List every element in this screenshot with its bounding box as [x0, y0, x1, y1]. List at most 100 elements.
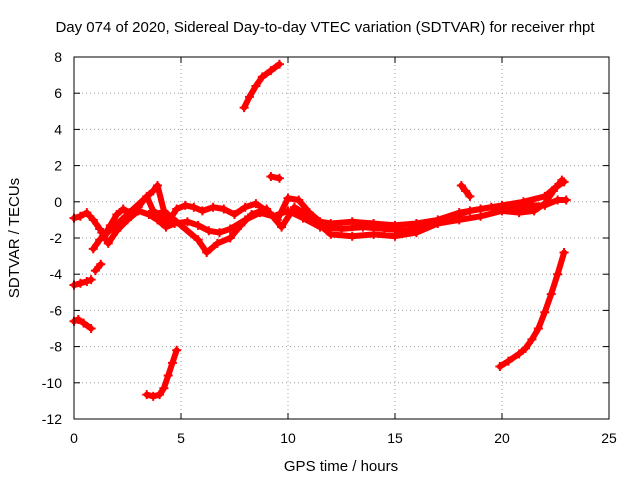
- plus-marker: [193, 235, 203, 245]
- plus-marker: [289, 202, 299, 212]
- plus-marker: [379, 224, 389, 234]
- plus-marker: [86, 275, 96, 285]
- plus-marker: [347, 217, 357, 227]
- plus-marker: [326, 229, 336, 239]
- plus-marker: [274, 59, 284, 69]
- plus-marker: [112, 209, 122, 219]
- trace-main-c-markers: [88, 175, 567, 257]
- plus-marker: [167, 358, 177, 368]
- y-tick-label: 8: [54, 49, 62, 65]
- plus-marker: [82, 208, 92, 218]
- plus-marker: [262, 204, 272, 214]
- plus-marker: [103, 238, 113, 248]
- trace-short-5-markers: [239, 59, 284, 113]
- data-series: [69, 59, 571, 401]
- plus-marker: [197, 206, 207, 216]
- y-tick-label: -2: [50, 230, 63, 246]
- plus-marker: [152, 215, 162, 225]
- plus-marker: [540, 307, 550, 317]
- plus-marker: [529, 206, 539, 216]
- trace-short-2-markers: [69, 314, 96, 333]
- x-tick-label: 25: [601, 430, 617, 446]
- plus-marker: [202, 247, 212, 257]
- plus-marker: [454, 215, 464, 225]
- plus-marker: [540, 199, 550, 209]
- x-tick-label: 10: [280, 430, 296, 446]
- y-tick-label: -4: [50, 266, 63, 282]
- plus-marker: [548, 186, 558, 196]
- plus-marker: [148, 391, 158, 401]
- trace-short-8-markers: [495, 247, 569, 372]
- y-tick-label: 6: [54, 85, 62, 101]
- plus-marker: [266, 171, 276, 181]
- plus-marker: [88, 215, 98, 225]
- plus-marker: [533, 324, 543, 333]
- plus-marker: [79, 318, 89, 328]
- y-tick-label: -10: [42, 375, 62, 391]
- trace-short-7-markers: [456, 181, 475, 201]
- plus-marker: [266, 66, 276, 76]
- plus-marker: [159, 206, 169, 216]
- plus-marker: [257, 72, 267, 82]
- x-tick-label: 15: [387, 430, 403, 446]
- plus-marker: [219, 204, 229, 214]
- x-tick-label: 0: [70, 430, 78, 446]
- y-axis-label: SDTVAR / TECUs: [6, 178, 23, 298]
- plus-marker: [118, 204, 128, 214]
- plus-marker: [96, 259, 106, 269]
- plus-marker: [553, 195, 563, 205]
- plus-marker: [304, 211, 314, 221]
- plus-marker: [75, 211, 85, 221]
- plus-marker: [73, 314, 83, 324]
- plus-marker: [557, 175, 567, 185]
- plus-marker: [75, 278, 85, 288]
- plus-marker: [225, 224, 235, 234]
- plus-marker: [189, 202, 199, 212]
- plus-marker: [82, 276, 92, 286]
- plus-marker: [411, 228, 421, 238]
- plus-marker: [161, 222, 171, 232]
- plus-marker: [274, 173, 284, 183]
- plus-marker: [172, 204, 182, 214]
- plus-marker: [347, 231, 357, 241]
- plus-marker: [88, 244, 98, 254]
- plus-marker: [461, 186, 471, 196]
- plus-marker: [230, 209, 239, 219]
- plus-marker: [561, 195, 571, 205]
- trace-short-3-markers: [90, 259, 106, 276]
- plus-marker: [559, 247, 569, 257]
- plus-marker: [212, 238, 222, 248]
- plus-marker: [251, 199, 261, 209]
- plus-marker: [95, 235, 105, 245]
- y-tick-label: -6: [50, 302, 63, 318]
- plus-marker: [486, 202, 496, 212]
- plus-marker: [503, 356, 513, 366]
- plus-marker: [204, 226, 214, 236]
- plus-marker: [283, 193, 293, 203]
- plus-marker: [358, 222, 368, 232]
- y-tick-label: -12: [42, 411, 62, 427]
- plus-marker: [390, 231, 400, 241]
- plus-marker: [553, 269, 563, 279]
- plus-marker: [514, 208, 524, 218]
- plus-marker: [215, 228, 225, 238]
- trace-short-4: [143, 347, 180, 400]
- plus-marker: [337, 224, 346, 234]
- plus-marker: [225, 233, 235, 243]
- plus-marker: [294, 195, 304, 205]
- plus-marker: [180, 200, 190, 210]
- plus-marker: [142, 390, 152, 400]
- plus-marker: [476, 211, 486, 221]
- plus-marker: [514, 349, 524, 359]
- plus-marker: [159, 383, 169, 393]
- plus-marker: [182, 217, 192, 227]
- x-tick-label: 5: [177, 430, 185, 446]
- plus-marker: [155, 390, 165, 400]
- plus-marker: [86, 324, 96, 333]
- plus-marker: [251, 81, 261, 91]
- plus-marker: [465, 206, 475, 216]
- plus-marker: [369, 229, 379, 239]
- y-tick-label: 4: [54, 121, 62, 137]
- plus-marker: [144, 209, 154, 219]
